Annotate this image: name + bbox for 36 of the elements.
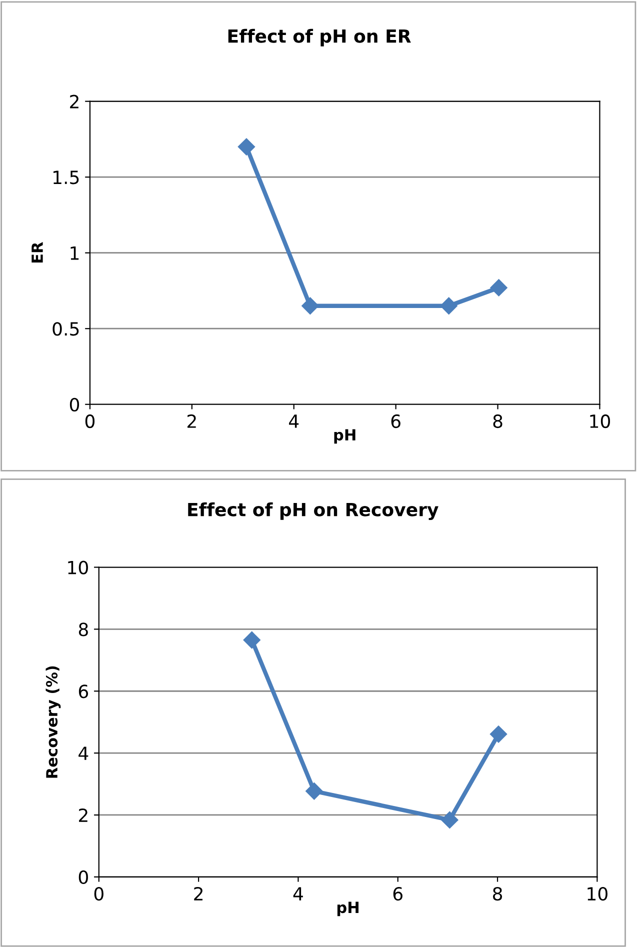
x-tick-label: 2 (194, 886, 202, 900)
point (490, 726, 508, 743)
x-tick-label: 4 (289, 414, 299, 428)
y-axis-title: ER (32, 242, 43, 263)
y-tick-label: 0 (78, 870, 88, 884)
point (441, 811, 458, 828)
x-tick-label: 8 (493, 414, 502, 428)
x-tick-label: 6 (393, 886, 402, 901)
y-tick-label: 1.5 (54, 170, 79, 184)
point (490, 279, 508, 296)
x-tick-label: 0 (94, 886, 104, 901)
x-axis-title: pH (334, 429, 356, 444)
point (243, 631, 260, 649)
x-tick-label: 10 (588, 886, 608, 901)
chart-title: Effect of pH on Recovery (188, 502, 438, 520)
y-tick-label: 6 (78, 684, 88, 698)
y-tick-label: 0.5 (52, 322, 79, 336)
y-tick-label: 2 (79, 808, 88, 822)
x-tick-label: 8 (492, 886, 502, 901)
y-tick-label: 8 (78, 622, 88, 636)
y-tick-label: 4 (78, 746, 88, 760)
point (238, 138, 256, 156)
x-tick-label: 2 (187, 414, 196, 428)
y-tick-label: 1 (70, 246, 79, 260)
x-tick-label: 4 (293, 887, 303, 900)
point (440, 297, 458, 314)
x-tick-label: 10 (590, 414, 610, 428)
point (306, 782, 323, 800)
chart-title: Effect of pH on ER (228, 28, 411, 46)
x-tick-label: 6 (391, 414, 400, 428)
y-axis-title: Recovery (%) (46, 666, 61, 778)
point (302, 297, 319, 314)
y-tick-label: 10 (68, 560, 88, 574)
y-tick-label: 2 (70, 94, 78, 108)
x-axis-title: pH (337, 902, 358, 916)
y-tick-label: 0 (70, 398, 80, 412)
